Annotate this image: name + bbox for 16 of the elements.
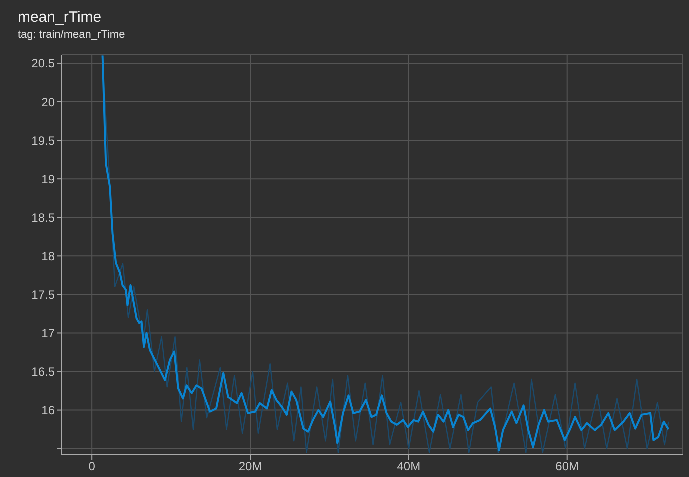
y-tick-label: 18 <box>42 249 56 264</box>
y-tick-label: 17 <box>42 326 56 340</box>
y-tick-label: 17.5 <box>32 288 56 302</box>
chart-subtitle: tag: train/mean_rTime <box>18 29 126 41</box>
y-tick-label: 18.5 <box>32 210 56 225</box>
x-tick-label: 40M <box>397 460 421 474</box>
x-tick-label: 60M <box>556 460 580 474</box>
y-tick-label: 19.5 <box>32 134 56 148</box>
y-tick-label: 16.5 <box>32 365 56 380</box>
chart-title: mean_rTime <box>18 9 102 26</box>
y-tick-label: 16 <box>42 404 56 418</box>
y-tick-label: 20.5 <box>32 56 56 71</box>
x-tick-label: 0 <box>88 460 96 474</box>
y-tick-label: 19 <box>42 172 56 186</box>
y-tick-label: 20 <box>42 95 56 110</box>
x-tick-label: 20M <box>238 460 262 474</box>
